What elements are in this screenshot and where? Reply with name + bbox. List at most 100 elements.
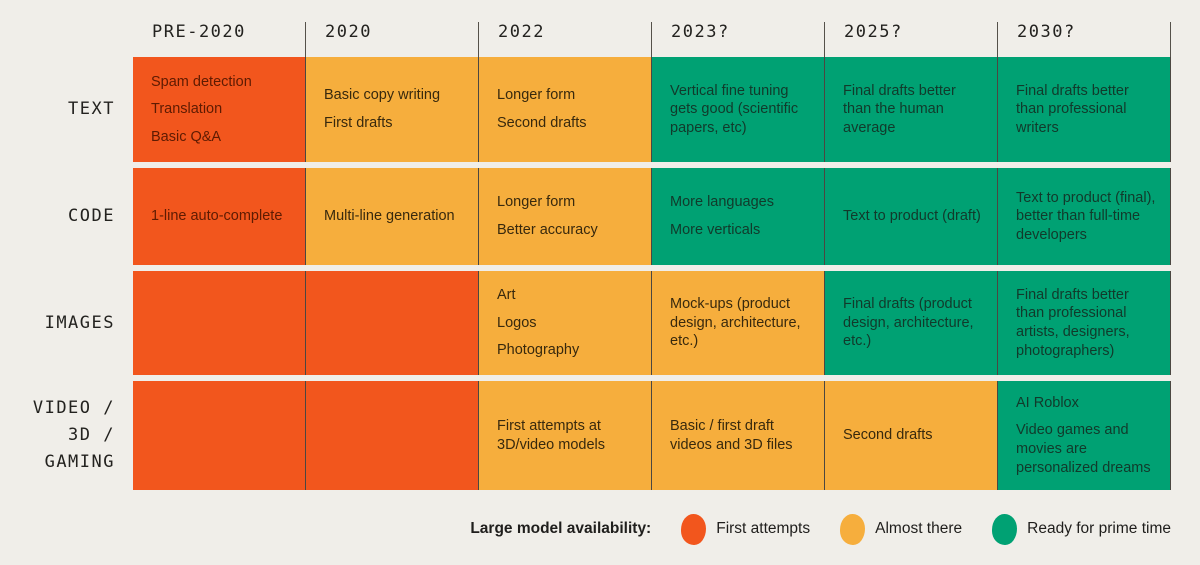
cell-text-2023: Vertical fine tuning gets good (scientif… <box>652 57 825 162</box>
column-divider-line <box>478 22 479 57</box>
cell-images-2025: Final drafts (product design, architectu… <box>825 271 998 375</box>
cell-item: Video games and movies are personalized … <box>1016 422 1151 476</box>
cell-wrap: Mock-ups (product design, architecture, … <box>652 271 825 381</box>
cell-wrap: Multi-line generation <box>306 168 479 271</box>
legend-entry-almost-there: Almost there <box>840 513 963 545</box>
cell-images-2020 <box>306 271 479 375</box>
column-header-2022: 2022 <box>479 0 652 57</box>
cell-code-pre-2020: 1-line auto-complete <box>133 168 306 265</box>
cell-item: Text to product (final), better than ful… <box>1016 189 1156 243</box>
column-header-2020: 2020 <box>306 0 479 57</box>
cell-item: Second drafts <box>497 115 587 131</box>
cell-item: Text to product (draft) <box>843 208 981 225</box>
cell-wrap: Spam detection Translation Basic Q&A <box>133 57 306 168</box>
cell-item: First drafts <box>324 115 393 131</box>
row-label-line: VIDEO / <box>32 398 115 418</box>
cell-item: Basic copy writing <box>324 87 441 104</box>
column-header-label: 2030? <box>1017 22 1076 42</box>
legend-entry-label: First attempts <box>716 520 811 537</box>
cell-wrap: Text to product (final), better than ful… <box>998 168 1171 271</box>
cell-text-2025: Final drafts better than the human avera… <box>825 57 998 162</box>
cell-item: AI Roblox <box>1016 394 1079 411</box>
cell-text-2030: Final drafts better than professional wr… <box>998 57 1171 162</box>
cell-code-2025: Text to product (draft) <box>825 168 998 265</box>
cell-images-2022: Art Logos Photography <box>479 271 652 375</box>
cell-images-pre-2020 <box>133 271 306 375</box>
cell-wrap: More languages More verticals <box>652 168 825 271</box>
cell-code-2023: More languages More verticals <box>652 168 825 265</box>
cell-images-2030: Final drafts better than professional ar… <box>998 271 1171 375</box>
cell-video-3d-gaming-2030: AI Roblox Video games and movies are pers… <box>998 381 1171 490</box>
cell-wrap: Final drafts (product design, architectu… <box>825 271 998 381</box>
cell-wrap <box>306 381 479 496</box>
cell-item: Final drafts better than the human avera… <box>843 82 956 136</box>
cell-item: Basic Q&A <box>151 128 222 145</box>
row-label-line: TEXT <box>68 99 115 119</box>
cell-item: Final drafts (product design, architectu… <box>843 296 974 350</box>
almost-there-dot-icon <box>840 513 866 545</box>
row-label-text: TEXT <box>0 57 133 168</box>
cell-video-3d-gaming-2022: First attempts at 3D/video models <box>479 381 652 490</box>
column-divider-line <box>1170 22 1171 57</box>
column-divider-line <box>651 22 652 57</box>
cell-item: Longer form <box>497 194 576 211</box>
cell-images-2023: Mock-ups (product design, architecture, … <box>652 271 825 375</box>
column-header-label: 2023? <box>671 22 730 42</box>
legend-entry-label: Almost there <box>875 520 963 537</box>
cell-item: Final drafts better than professional wr… <box>1016 82 1129 136</box>
cell-wrap: Text to product (draft) <box>825 168 998 271</box>
cell-video-3d-gaming-2023: Basic / first draft videos and 3D files <box>652 381 825 490</box>
cell-wrap: Longer form Second drafts <box>479 57 652 168</box>
cell-item: Basic / first draft videos and 3D files <box>670 417 793 453</box>
cell-item: Mock-ups (product design, architecture, … <box>670 296 801 350</box>
cell-item: Vertical fine tuning gets good (scientif… <box>670 82 799 136</box>
cell-wrap: First attempts at 3D/video models <box>479 381 652 496</box>
legend-entry-ready-for-prime-time: Ready for prime time <box>992 513 1171 545</box>
cell-video-3d-gaming-2020 <box>306 381 479 490</box>
cell-item: Art <box>497 287 516 304</box>
legend-title: Large model availability: <box>470 520 652 537</box>
cell-wrap: Art Logos Photography <box>479 271 652 381</box>
row-label-line: 3D / <box>68 425 115 445</box>
cell-wrap: Vertical fine tuning gets good (scientif… <box>652 57 825 168</box>
row-label-line: GAMING <box>44 452 115 472</box>
cell-code-2022: Longer form Better accuracy <box>479 168 652 265</box>
cell-item: Longer form <box>497 87 576 104</box>
column-header-label: 2020 <box>325 22 372 42</box>
cell-text-pre-2020: Spam detection Translation Basic Q&A <box>133 57 306 162</box>
column-header-pre-2020: PRE-2020 <box>133 0 306 57</box>
cell-item: 1-line auto-complete <box>151 208 283 225</box>
cell-item: More languages <box>670 194 774 211</box>
cell-wrap <box>133 381 306 496</box>
cell-wrap <box>306 271 479 381</box>
row-label-video-3d-gaming: VIDEO / 3D / GAMING <box>0 381 133 496</box>
ready-for-prime-time-dot-icon <box>992 513 1018 545</box>
column-header-2030: 2030? <box>998 0 1171 57</box>
cell-item: First attempts at 3D/video models <box>497 417 605 453</box>
cell-wrap: Final drafts better than the human avera… <box>825 57 998 168</box>
legend-entry-label: Ready for prime time <box>1027 520 1171 537</box>
column-header-label: 2022 <box>498 22 545 42</box>
cell-item: Translation <box>151 101 223 118</box>
row-label-images: IMAGES <box>0 271 133 381</box>
cell-video-3d-gaming-2025: Second drafts <box>825 381 998 490</box>
cell-wrap: AI Roblox Video games and movies are pers… <box>998 381 1171 496</box>
cell-wrap: Basic / first draft videos and 3D files <box>652 381 825 496</box>
header-corner <box>0 0 133 57</box>
cell-text-2022: Longer form Second drafts <box>479 57 652 162</box>
cell-wrap: Longer form Better accuracy <box>479 168 652 271</box>
availability-matrix: PRE-2020 2020 2022 2023? 2025? 2030? TEXT Spam … <box>0 0 1171 496</box>
row-label-line: IMAGES <box>44 312 115 333</box>
column-header-2025: 2025? <box>825 0 998 57</box>
cell-code-2020: Multi-line generation <box>306 168 479 265</box>
cell-wrap <box>133 271 306 381</box>
cell-video-3d-gaming-pre-2020 <box>133 381 306 490</box>
cell-item: More verticals <box>670 222 761 238</box>
cell-wrap: Final drafts better than professional ar… <box>998 271 1171 381</box>
legend: Large model availability: First attempts… <box>0 511 1171 547</box>
cell-wrap: Basic copy writing First drafts <box>306 57 479 168</box>
legend-entry-first-attempts: First attempts <box>681 513 811 545</box>
row-label-line: CODE <box>68 206 115 226</box>
cell-wrap: 1-line auto-complete <box>133 168 306 271</box>
cell-item: Better accuracy <box>497 222 598 238</box>
